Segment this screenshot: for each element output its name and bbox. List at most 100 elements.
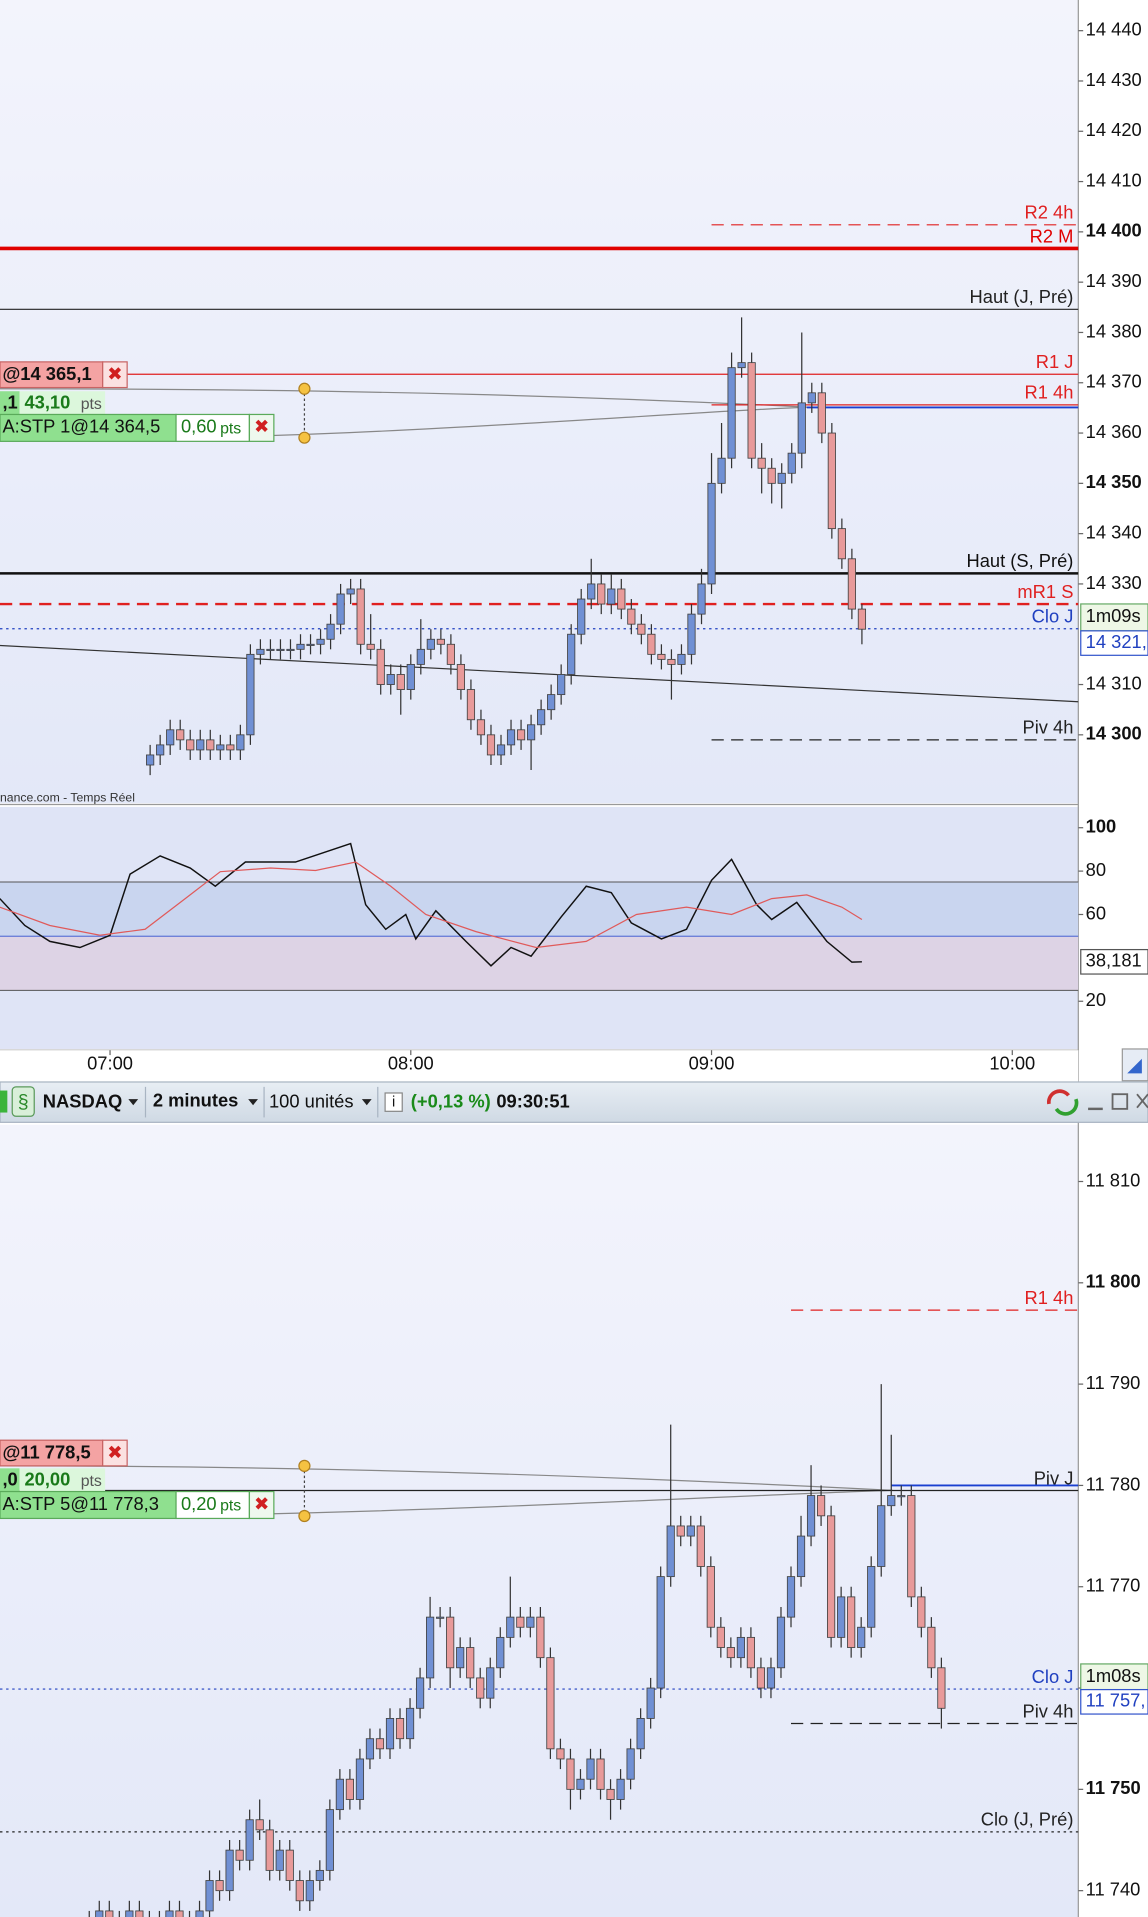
period[interactable]: 2 minutes [153, 1089, 239, 1110]
candle-body [646, 1687, 655, 1719]
link-glyph: § [18, 1091, 29, 1113]
candle-body [526, 1616, 535, 1628]
candle-body [176, 729, 185, 741]
candle-body [516, 1616, 525, 1628]
trend-line [0, 644, 1079, 703]
sync-icon[interactable] [1047, 1089, 1070, 1105]
candle-body [616, 1778, 625, 1800]
candle-body [726, 1647, 735, 1659]
candle-body [697, 583, 706, 615]
candle-body [687, 613, 696, 655]
toolbar-bg [0, 1081, 1148, 1123]
candle-body [105, 1910, 114, 1917]
y-tick-label: 11 810 [1086, 1169, 1141, 1190]
close-button[interactable] [248, 413, 275, 442]
gain-prefix: ,1 [2, 391, 17, 412]
market[interactable]: NASDAQ [43, 1091, 122, 1112]
clock: 1m09s [1086, 605, 1141, 626]
close-window[interactable] [1136, 1093, 1148, 1109]
candle-body [365, 1738, 375, 1760]
gain-box [0, 1468, 20, 1492]
candle-body [757, 457, 766, 469]
top-plot [0, 0, 1079, 804]
x-tick-label: 10:00 [989, 1053, 1035, 1074]
osc-tick-label: 80 [1086, 859, 1106, 880]
handle[interactable] [298, 1459, 311, 1472]
level-label: R2 M [1030, 225, 1074, 246]
candle-body [156, 744, 165, 756]
icon[interactable] [0, 1090, 8, 1113]
candle-body [706, 1566, 715, 1628]
level-label: R2 4h [1025, 202, 1074, 223]
candle-body [265, 1829, 274, 1871]
osc-value-badge [1080, 948, 1148, 975]
candle-body [406, 663, 415, 690]
info-icon[interactable] [384, 1092, 403, 1112]
handle[interactable] [298, 1509, 311, 1523]
candle-body [657, 653, 666, 660]
osc-layer [0, 842, 1079, 991]
candle-body [236, 734, 245, 751]
candle-body [245, 1819, 254, 1861]
candle-body [756, 1667, 766, 1689]
candle-body [636, 1718, 645, 1750]
candle-body [385, 1718, 395, 1750]
candle-body [877, 1505, 886, 1567]
maximize[interactable] [1111, 1093, 1129, 1110]
link-icon[interactable] [11, 1086, 35, 1117]
candle-body [275, 1849, 284, 1871]
candle-body [276, 648, 285, 651]
sync-icon[interactable] [1054, 1098, 1079, 1116]
candle-body [146, 754, 155, 766]
candle-body [567, 633, 576, 675]
level-label: Clo J [1032, 606, 1074, 627]
candle-body [436, 638, 445, 645]
close-button[interactable] [102, 361, 128, 389]
candle-body [547, 694, 556, 711]
candle-body [596, 1758, 605, 1790]
y-tick-label: 14 400 [1086, 220, 1142, 241]
candle-body [356, 588, 365, 645]
candle-body [677, 653, 686, 665]
candle-body [285, 1849, 294, 1881]
level-label: Clo J [1032, 1666, 1074, 1687]
y-tick-label: 14 300 [1086, 723, 1142, 744]
candle-body [786, 1576, 796, 1618]
stop-dist: 0,20 [181, 1493, 217, 1514]
candle-body [476, 1677, 485, 1699]
limit-box[interactable] [0, 361, 104, 389]
order-bottom[interactable]: @11 778,5 ✖ ,0 20,00 pts A:STP 5@11 778,… [0, 1439, 311, 1523]
handle[interactable] [298, 382, 311, 395]
size[interactable]: 100 unités [269, 1091, 354, 1112]
stop-box[interactable] [0, 1490, 177, 1520]
x-tick-label: 09:00 [689, 1053, 735, 1074]
candle-body [496, 1636, 505, 1669]
candle-body [526, 724, 536, 741]
price-badge [1080, 630, 1148, 656]
handle[interactable] [298, 431, 311, 444]
scroll-button[interactable] [1121, 1048, 1148, 1082]
candle-body [686, 1525, 695, 1537]
candle-body [416, 648, 425, 665]
level-label: Piv J [1034, 1467, 1074, 1488]
candle-body [847, 1596, 856, 1648]
level-label: R1 4h [1025, 382, 1074, 403]
osc-line [0, 842, 862, 967]
axis-layer: 14 440 14 430 14 420 14 410 14 400 14 390 14 3… [87, 19, 1148, 1900]
candle-body [607, 588, 616, 605]
y-tick-label: 14 440 [1086, 19, 1142, 40]
candle-body [837, 528, 846, 560]
gain-prefix: ,0 [2, 1468, 17, 1489]
stop-box[interactable] [0, 413, 177, 442]
candle-body [166, 729, 175, 746]
candle-body [777, 472, 786, 484]
candle-body [426, 638, 435, 650]
candle-body [355, 1758, 365, 1800]
candle-body [446, 1616, 455, 1669]
order-top[interactable]: @14 365,1 ✖ ,1 43,10 pts A:STP 1@14 364,… [0, 361, 311, 444]
candle-body [446, 643, 455, 665]
stop-dist-box [175, 1490, 251, 1520]
y-tick-label: 11 790 [1086, 1372, 1141, 1393]
close-button[interactable] [248, 1490, 275, 1520]
close-button[interactable] [102, 1439, 128, 1467]
